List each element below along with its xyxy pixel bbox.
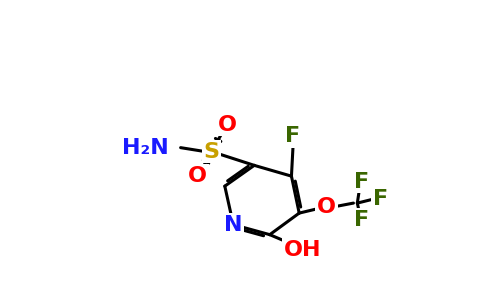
Text: O: O — [188, 166, 207, 186]
Text: F: F — [354, 172, 369, 191]
Text: S: S — [204, 142, 220, 161]
Text: N: N — [224, 215, 242, 235]
Text: OH: OH — [284, 240, 321, 260]
Text: F: F — [373, 189, 388, 209]
Text: F: F — [354, 210, 369, 230]
Text: F: F — [286, 126, 301, 146]
Text: O: O — [218, 115, 237, 134]
Text: H₂N: H₂N — [122, 138, 169, 158]
Text: O: O — [317, 197, 336, 217]
